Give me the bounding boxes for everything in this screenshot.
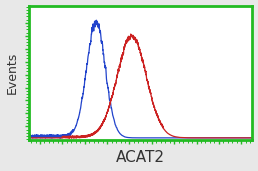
X-axis label: ACAT2: ACAT2	[116, 150, 165, 166]
Y-axis label: Events: Events	[6, 52, 19, 94]
